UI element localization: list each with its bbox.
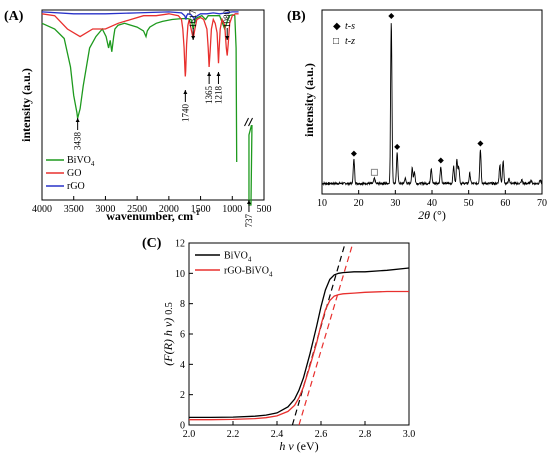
panel-c-x-tick-label: 2.2	[227, 429, 240, 440]
panel-c-y-tick-label: 12	[175, 239, 185, 250]
panel-a-737-band	[248, 124, 253, 206]
ts-peak-marker	[437, 157, 444, 164]
panel-b: (B) intensity (a.u.) 2θ (°) 10 20 30 40 50 60…	[287, 9, 547, 222]
legend-tz-label: t-z	[345, 36, 355, 47]
annotation-label: 1740	[180, 104, 190, 123]
legend-label: GO	[67, 168, 81, 179]
annotation-arrowhead	[207, 72, 212, 76]
panel-c-x-tick-label: 2.0	[183, 429, 196, 440]
panel-a-x-tick-label: 2500	[127, 204, 147, 215]
panel-b-x-ticks: 10 20 30 40 50 60 70	[317, 190, 547, 209]
panel-b-xlabel: 2θ (°)	[418, 208, 446, 222]
panel-a-xlabel: wavenumber, cm-1	[106, 208, 200, 223]
legend-ts-marker: ◆	[333, 21, 341, 32]
panel-c-x-tick-label: 2.4	[271, 429, 284, 440]
panel-b-x-tick-label: 70	[537, 198, 547, 209]
annotation-arrowhead	[183, 90, 188, 94]
annotation-label: 1080	[222, 10, 232, 29]
annotation-arrowhead	[216, 72, 221, 76]
panel-c-ticks: 2.0 2.2 2.4 2.6 2.8 3.0 0 2 4 6 8 10 12	[175, 239, 415, 441]
panel-c-xlabel: h ν (eV)	[279, 439, 318, 453]
panel-c-x-tick-label: 2.8	[359, 429, 372, 440]
panel-b-x-tick-label: 10	[317, 198, 327, 209]
panel-a-x-ticks: 4000 3500 3000 2500 2000 1500 1000 500	[32, 196, 272, 215]
panel-c-legend: BiVO4 rGO-BiVO4	[195, 251, 273, 279]
annotation-label: 1365	[204, 86, 214, 105]
panel-c-y-tick-label: 0	[180, 421, 185, 432]
panel-a-axis-break	[244, 117, 249, 127]
annotation-label: 1218	[213, 86, 223, 105]
annotation-arrowhead	[246, 200, 251, 204]
panel-a-x-tick-label: 1000	[222, 204, 242, 215]
panel-a-x-tick-label: 2000	[159, 204, 179, 215]
panel-c-series-line-1	[189, 290, 409, 421]
panel-a: (A) intensity (a.u.) wavenumber, cm-1 40…	[4, 9, 272, 227]
panel-b-x-tick-label: 20	[354, 198, 364, 209]
panel-b-x-tick-label: 40	[427, 198, 437, 209]
ts-peak-marker	[394, 143, 401, 150]
panel-c-series-line-0	[189, 267, 410, 419]
panel-c-series	[189, 242, 410, 426]
panel-c-y-tick-label: 6	[180, 330, 185, 341]
xrd-pattern-line	[321, 23, 543, 187]
panel-b-x-tick-label: 60	[500, 198, 510, 209]
panel-a-ylabel: intensity (a.u.)	[19, 68, 33, 142]
panel-a-label: (A)	[4, 9, 24, 24]
panel-b-series	[321, 23, 543, 187]
annotation-label: 1617	[188, 10, 198, 29]
panel-b-label: (B)	[287, 9, 306, 24]
panel-a-series-line-1	[41, 13, 239, 77]
ts-peak-marker	[350, 150, 357, 157]
panel-c-y-tick-label: 10	[175, 269, 185, 280]
panel-b-legend: ◆ t-s □ t-z	[333, 21, 355, 47]
annotation-arrowhead	[75, 118, 80, 122]
panel-a-axis-break	[248, 117, 253, 127]
panel-a-x-tick-label: 3000	[95, 204, 115, 215]
tz-peak-marker	[370, 168, 378, 176]
panel-a-frame	[41, 9, 265, 201]
panel-c-x-tick-label: 2.6	[315, 429, 328, 440]
legend-label: BiVO4	[224, 251, 252, 264]
panel-b-x-tick-label: 50	[464, 198, 474, 209]
panel-c: (C) (F(R) h ν)0.5 h ν (eV) 2.0 2.2 2.4 2.6 2…	[142, 236, 415, 453]
ts-peak-marker	[477, 140, 484, 147]
panel-a-series-line-0	[41, 14, 238, 163]
panel-c-ylabel: (F(R) h ν)0.5	[161, 302, 175, 365]
legend-label: rGO	[67, 181, 85, 192]
panel-b-x-tick-label: 30	[390, 198, 400, 209]
annotation-label: 3438	[73, 132, 83, 151]
ts-peak-marker	[388, 12, 395, 19]
tangent-line-1	[298, 242, 354, 426]
panel-c-y-tick-label: 4	[180, 360, 185, 371]
panel-c-y-tick-label: 2	[180, 390, 185, 401]
panel-a-x-tick-label: 3500	[64, 204, 84, 215]
panel-b-frame	[321, 9, 543, 195]
legend-label: BiVO4	[67, 155, 95, 168]
legend-tz-marker: □	[333, 36, 339, 47]
panel-a-x-tick-label: 1500	[191, 204, 211, 215]
panel-b-ylabel: intensity (a.u.)	[302, 63, 316, 137]
panel-c-label: (C)	[142, 236, 162, 251]
panel-c-y-tick-label: 8	[180, 299, 185, 310]
panel-b-peak-markers	[350, 12, 484, 176]
panel-a-annotations: 3438 1740 1617 1365 1218 1080 737	[73, 10, 254, 228]
annotation-label: 737	[244, 213, 254, 227]
annotation-arrowhead	[225, 36, 230, 40]
legend-ts-label: t-s	[345, 21, 355, 32]
panel-c-x-tick-label: 3.0	[403, 429, 416, 440]
panel-a-x-tick-label: 500	[257, 204, 272, 215]
panel-a-series-line-2	[41, 11, 239, 20]
panel-a-x-tick-label: 4000	[32, 204, 52, 215]
annotation-arrowhead	[191, 36, 196, 40]
legend-label: rGO-BiVO4	[224, 266, 273, 279]
